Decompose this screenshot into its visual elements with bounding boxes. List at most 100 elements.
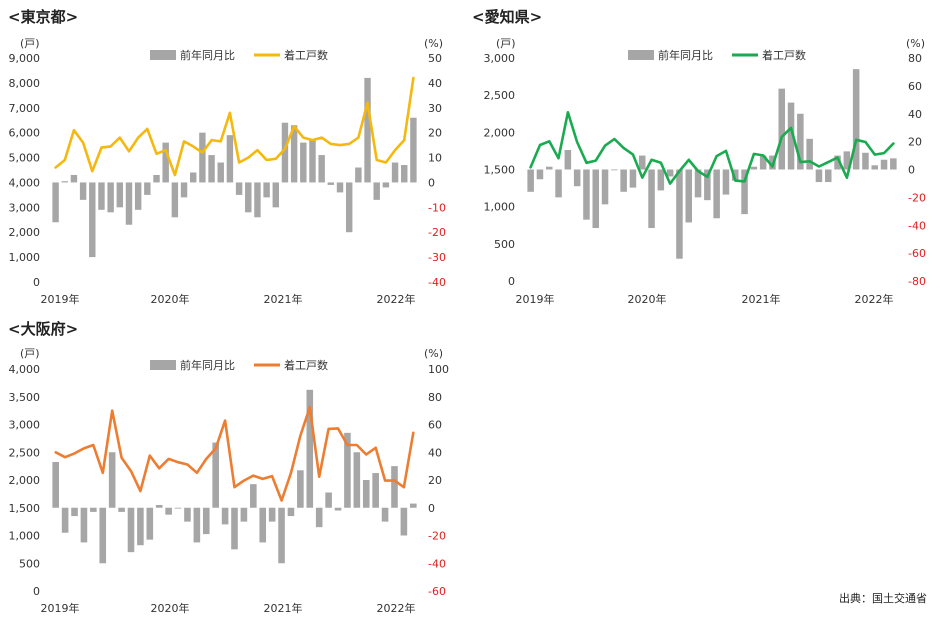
yoy-bar (325, 492, 332, 508)
chart-aichi: 0 500 1,000 1,500 2,000 2,500 3,000 -80 -60 -40 -2… (484, 37, 926, 306)
left-tick-label: 2,500 (484, 89, 516, 102)
yoy-bar (290, 125, 298, 183)
legend-line-label: 着工戸数 (762, 48, 806, 62)
yoy-bar (410, 117, 417, 183)
yoy-bar (306, 389, 314, 508)
yoy-bar (118, 507, 125, 512)
yoy-bar (401, 165, 408, 183)
right-tick-label: -10 (428, 201, 446, 214)
yoy-bar (99, 507, 107, 564)
yoy-bar (184, 507, 191, 522)
yoy-bar (852, 69, 860, 170)
source-note: 出典：国土交通省 (839, 592, 927, 605)
left-tick-label: 6,000 (9, 127, 41, 140)
yoy-bar (193, 507, 201, 543)
left-tick-label: 0 (508, 275, 515, 288)
left-tick-label: 2,000 (9, 226, 41, 239)
yoy-bar (364, 77, 371, 183)
yoy-bar (52, 461, 59, 508)
chart-tokyo: 0 1,000 2,000 3,000 4,000 5,000 6,000 7,000 8,00… (9, 37, 446, 306)
x-tick-label: 2020年 (628, 292, 667, 306)
yoy-bar (373, 182, 380, 200)
left-tick-label: 3,000 (9, 201, 41, 214)
x-tick-label: 2021年 (264, 292, 303, 306)
x-tick-label: 2020年 (151, 601, 190, 615)
left-tick-label: 2,500 (9, 446, 41, 459)
right-tick-label: 30 (428, 102, 442, 115)
chart-title-osaka: <大阪府> (8, 320, 79, 338)
yoy-bar (704, 169, 711, 201)
right-tick-label: 60 (428, 419, 442, 432)
yoy-bar (208, 155, 215, 183)
yoy-bar (573, 169, 581, 187)
yoy-bar (171, 182, 179, 218)
right-tick-label: -60 (428, 585, 446, 598)
yoy-bar (90, 507, 97, 512)
left-tick-label: 0 (33, 585, 40, 598)
units-line (54, 405, 415, 502)
right-tick-label: -40 (428, 276, 446, 289)
right-unit-label: (%) (906, 37, 925, 50)
legend-bar-label: 前年同月比 (180, 48, 235, 62)
yoy-bar (61, 507, 69, 533)
left-tick-label: 1,500 (9, 502, 41, 515)
yoy-bar (153, 174, 160, 183)
legend-line-label: 着工戸数 (284, 358, 328, 372)
right-unit-label: (%) (424, 347, 443, 360)
x-tick-label: 2019年 (41, 601, 80, 615)
yoy-bar (107, 182, 114, 213)
right-tick-label: 80 (428, 391, 442, 404)
yoy-bar (362, 480, 370, 508)
x-tick-label: 2020年 (151, 292, 190, 306)
yoy-bar (759, 155, 767, 170)
yoy-bar (52, 182, 59, 223)
yoy-bar (648, 169, 655, 229)
right-tick-label: -40 (428, 557, 446, 570)
yoy-bar (381, 507, 389, 522)
yoy-bar (657, 169, 665, 191)
yoy-bar (410, 503, 417, 508)
yoy-bar (862, 152, 869, 170)
yoy-bar (127, 507, 135, 553)
right-tick-label: 0 (428, 176, 435, 189)
left-tick-label: 7,000 (9, 102, 41, 115)
yoy-bar (309, 140, 316, 183)
right-tick-label: 80 (908, 52, 922, 65)
left-tick-label: 4,000 (9, 176, 41, 189)
x-tick-label: 2019年 (41, 292, 80, 306)
yoy-bar (226, 135, 234, 183)
yoy-bar (890, 158, 897, 170)
yoy-bar (254, 182, 261, 218)
left-tick-label: 500 (19, 557, 40, 570)
yoy-bar (240, 507, 248, 522)
yoy-bar (71, 507, 78, 517)
right-tick-label: -40 (908, 219, 926, 232)
yoy-bar (80, 507, 88, 543)
yoy-bar (221, 507, 229, 525)
left-unit-label: (戸) (20, 37, 40, 50)
yoy-bar (70, 174, 78, 183)
yoy-bar (134, 182, 142, 210)
left-tick-label: 3,500 (9, 391, 41, 404)
left-tick-label: 3,000 (484, 52, 516, 65)
yoy-bar (146, 507, 154, 540)
yoy-bar (583, 169, 590, 220)
yoy-bar (162, 142, 169, 183)
right-tick-label: 60 (908, 80, 922, 93)
yoy-bar (391, 162, 399, 183)
left-tick-label: 4,000 (9, 363, 41, 376)
yoy-bar (199, 132, 206, 183)
yoy-bar (345, 182, 353, 233)
yoy-bar (592, 169, 600, 229)
right-tick-label: 0 (428, 502, 435, 515)
yoy-bar (61, 181, 68, 183)
yoy-bar (353, 452, 361, 508)
yoy-bar (235, 182, 243, 195)
yoy-bar (676, 169, 683, 259)
chart-osaka: 0 500 1,000 1,500 2,000 2,500 3,000 3,500 4,000 -… (9, 347, 450, 615)
left-tick-label: 0 (33, 276, 40, 289)
yoy-bar (165, 507, 172, 515)
yoy-bar (685, 169, 693, 223)
right-tick-label: 40 (908, 108, 922, 121)
